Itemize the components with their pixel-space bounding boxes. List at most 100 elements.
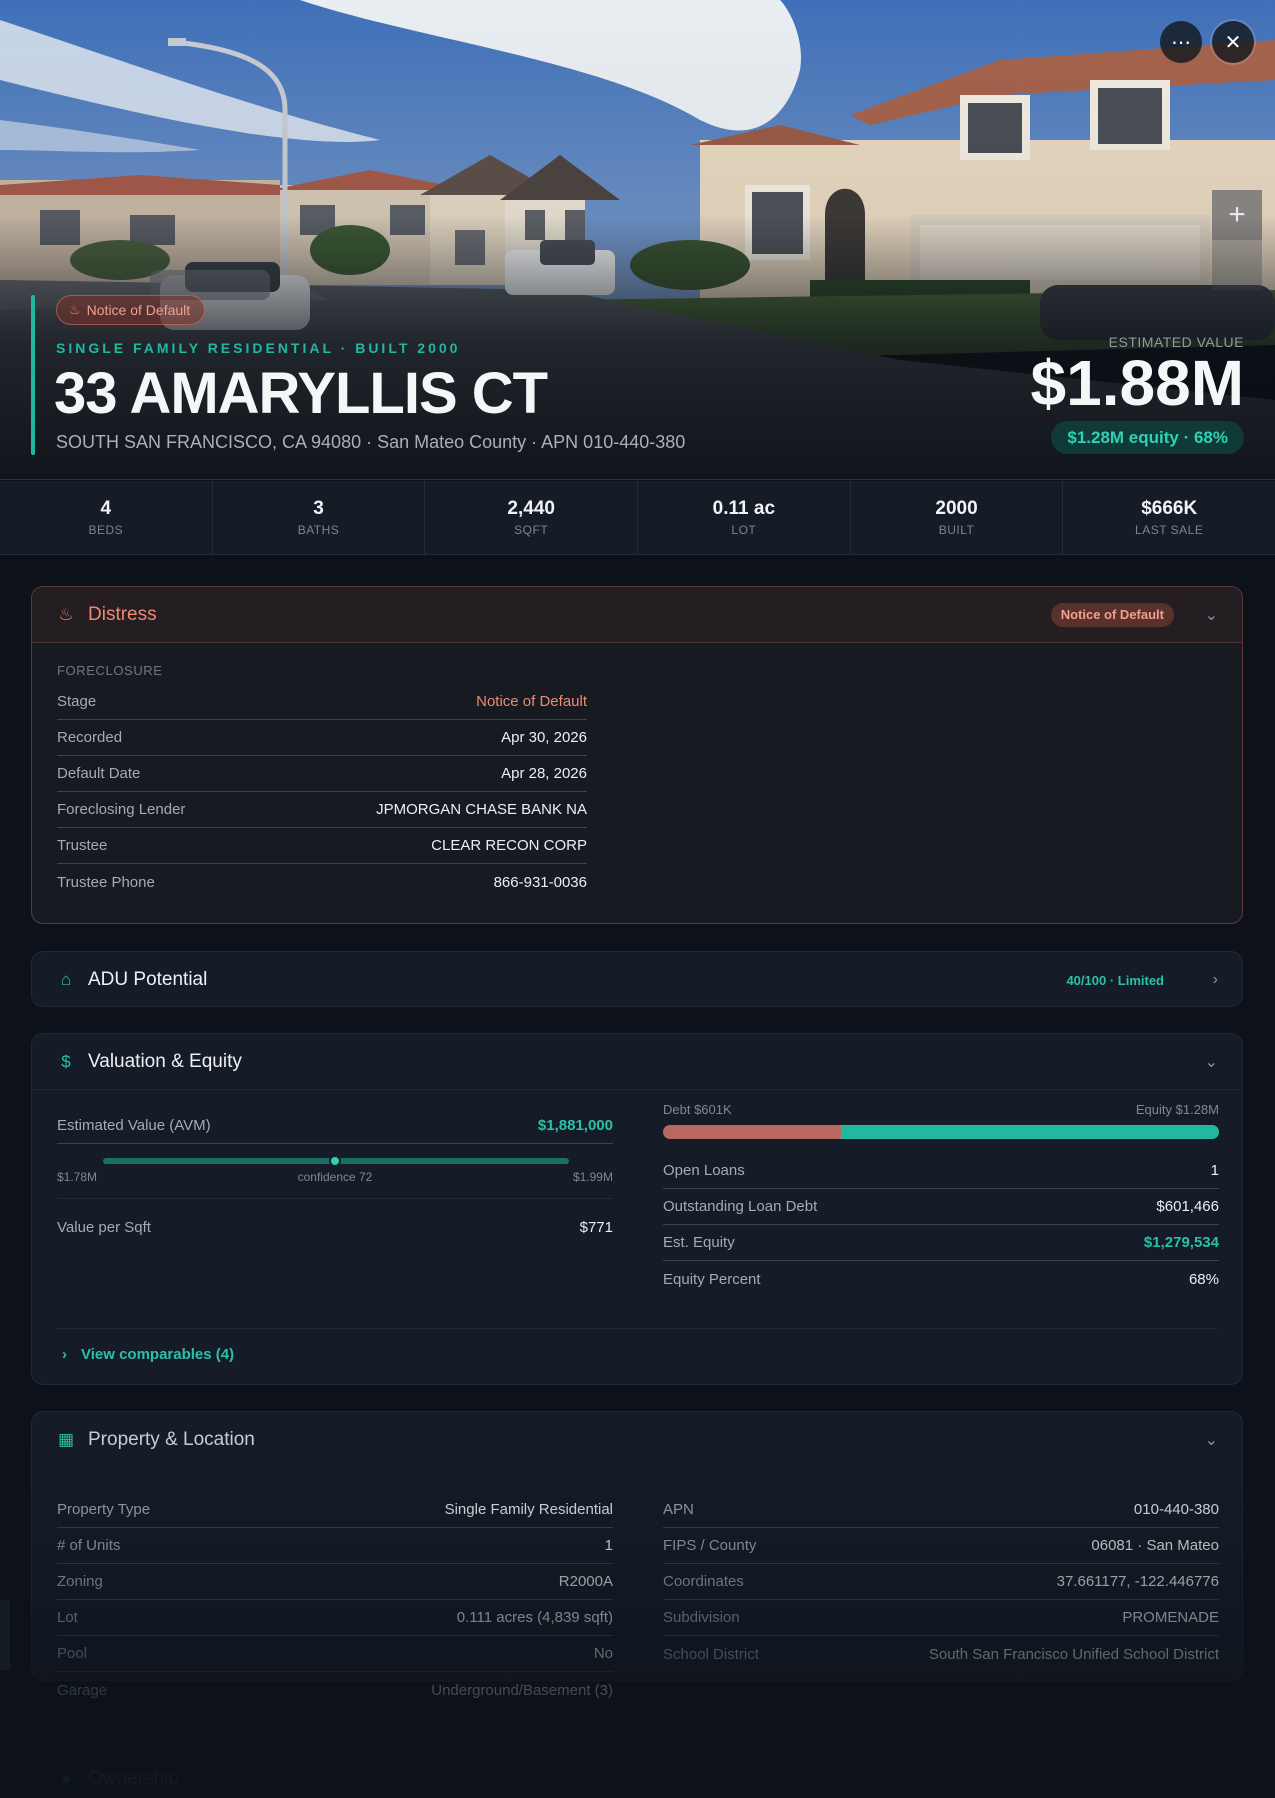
kv-value: 866-931-0036 [493, 873, 587, 891]
distress-status-badge: Notice of Default [1050, 602, 1174, 627]
kv-row-coordinates: Coordinates 37.661177, -122.446776 [663, 1564, 1219, 1600]
stat-value: 0.11 ac [712, 498, 776, 519]
stats-bar: 4 BEDS 3 BATHS 2,440 SQFT 0.11 ac LOT 20… [0, 481, 1275, 555]
more-options-button[interactable]: ⋯ [1160, 21, 1202, 63]
hero-photo [0, 0, 1275, 480]
kv-value: CLEAR RECON CORP [431, 837, 587, 854]
kv-key: Trustee Phone [57, 873, 155, 891]
adu-score: 40/100 · Limited [1066, 972, 1164, 988]
kv-value: Underground/Basement (3) [431, 1681, 613, 1699]
distress-header[interactable]: ♨ Distress Notice of Default ⌄ [32, 587, 1242, 643]
debt-equity-labels: Debt $601K Equity $1.28M [663, 1102, 1219, 1117]
kv-value: Apr 28, 2026 [501, 765, 587, 782]
kv-value: 37.661177, -122.446776 [1056, 1573, 1219, 1590]
kv-value: $1,279,534 [1143, 1234, 1219, 1251]
kv-row-stage: Stage Notice of Default [57, 684, 587, 720]
kv-row-avm: Estimated Value (AVM) $1,881,000 [57, 1108, 613, 1144]
property-left-column: Property Type Single Family Residential … [57, 1492, 613, 1708]
ownership-card[interactable]: ● Ownership [31, 1750, 1243, 1798]
kv-key: Coordinates [663, 1573, 744, 1590]
property-address: SOUTH SAN FRANCISCO, CA 94080 · San Mate… [56, 432, 686, 452]
stat-label: LOT [731, 523, 757, 537]
stat-value: 4 [100, 498, 112, 519]
distress-badge-label: Notice of Default [86, 302, 191, 318]
kv-row-est-equity: Est. Equity $1,279,534 [663, 1225, 1219, 1261]
chevron-down-icon[interactable]: ⌄ [1204, 1053, 1218, 1071]
kv-row-property-type: Property Type Single Family Residential [57, 1492, 613, 1528]
building-icon: ▦ [57, 1430, 75, 1449]
kv-key: Recorded [57, 729, 123, 746]
kv-value: $1,881,000 [537, 1117, 613, 1134]
kv-key: Garage [57, 1681, 108, 1699]
kv-key: Default Date [57, 765, 141, 782]
kv-row-units: # of Units 1 [57, 1528, 613, 1564]
kv-key: Open Loans [663, 1162, 745, 1179]
stat-beds: 4 BEDS [0, 481, 213, 554]
adu-potential-card[interactable]: ⌂ ADU Potential 40/100 · Limited › [31, 951, 1243, 1007]
more-icon: ⋯ [1171, 31, 1191, 54]
stat-last-sale: $666K LAST SALE [1063, 481, 1275, 554]
adu-header[interactable]: ⌂ ADU Potential 40/100 · Limited › [32, 952, 1242, 1008]
distress-card: ♨ Distress Notice of Default ⌄ FORECLOSU… [31, 586, 1243, 924]
stat-sqft: 2,440 SQFT [425, 481, 639, 554]
distress-badge: ♨ Notice of Default [56, 295, 206, 325]
dollar-icon: $ [61, 1051, 71, 1071]
property-title-label: Property & Location [88, 1429, 255, 1450]
ownership-header[interactable]: ● Ownership [32, 1751, 1242, 1798]
estimated-value-label: ESTIMATED VALUE [1108, 334, 1244, 350]
kv-row-recorded: Recorded Apr 30, 2026 [57, 720, 587, 756]
property-right-column: APN 010-440-380 FIPS / County 06081 · Sa… [663, 1492, 1219, 1672]
range-high: $1.99M [572, 1170, 613, 1184]
chevron-down-icon[interactable]: ⌄ [1204, 1432, 1218, 1449]
range-marker [329, 1155, 341, 1167]
kv-value: Apr 30, 2026 [501, 729, 587, 746]
kv-key: Pool [57, 1645, 88, 1662]
equity-label: Equity $1.28M [1135, 1102, 1219, 1117]
estimated-value: $1.88M [1030, 347, 1244, 419]
kv-row-lender: Foreclosing Lender JPMORGAN CHASE BANK N… [57, 792, 587, 828]
hero-gradient [0, 0, 1275, 479]
range-low: $1.78M [57, 1170, 98, 1184]
stat-label: BEDS [88, 523, 124, 537]
zoom-in-button[interactable]: + [1212, 190, 1262, 240]
kv-row-fips: FIPS / County 06081 · San Mateo [663, 1528, 1219, 1564]
kv-value: $601,466 [1156, 1198, 1219, 1215]
kv-row-pool: Pool No [57, 1636, 613, 1672]
chevron-right-icon[interactable]: › [1212, 971, 1218, 988]
chevron-down-icon[interactable]: ⌄ [1204, 606, 1218, 624]
kv-value: No [593, 1645, 613, 1662]
chevron-right-icon: › [62, 1346, 67, 1363]
kv-key: Stage [57, 693, 97, 710]
person-icon: ● [60, 1769, 72, 1788]
kv-key: Subdivision [663, 1609, 740, 1626]
zoom-out-button[interactable] [1212, 240, 1262, 290]
view-comparables-link[interactable]: › View comparables (4) [62, 1346, 234, 1363]
kv-row-subdivision: Subdivision PROMENADE [663, 1600, 1219, 1636]
stat-value: 2,440 [507, 498, 555, 519]
kv-key: Lot [57, 1609, 78, 1626]
kv-row-value-sqft: Value per Sqft $771 [57, 1209, 613, 1245]
kv-row-garage: Garage Underground/Basement (3) [57, 1672, 613, 1708]
stat-label: BATHS [297, 523, 340, 537]
close-button[interactable]: ✕ [1212, 21, 1254, 63]
kv-value: R2000A [558, 1573, 613, 1590]
kv-key: Equity Percent [663, 1270, 761, 1288]
stat-lot: 0.11 ac LOT [638, 481, 851, 554]
valuation-header[interactable]: $ Valuation & Equity ⌄ [32, 1034, 1242, 1090]
kv-value: JPMORGAN CHASE BANK NA [376, 801, 587, 818]
property-header[interactable]: ▦ Property & Location ⌄ [32, 1412, 1242, 1468]
divider [57, 1328, 1217, 1329]
kv-key: Property Type [57, 1501, 151, 1518]
stat-label: SQFT [514, 523, 549, 537]
kv-key: Est. Equity [663, 1234, 735, 1251]
kv-value: 1 [604, 1537, 613, 1554]
distress-title: Distress [88, 603, 157, 625]
flame-icon: ♨ [69, 302, 81, 317]
stat-value: 3 [313, 498, 324, 519]
kv-key: Outstanding Loan Debt [663, 1198, 818, 1215]
debt-segment [663, 1125, 841, 1139]
kv-value: PROMENADE [1122, 1609, 1219, 1626]
value-range-track [57, 1155, 613, 1167]
kv-row-default-date: Default Date Apr 28, 2026 [57, 756, 587, 792]
stat-label: LAST SALE [1135, 523, 1204, 537]
